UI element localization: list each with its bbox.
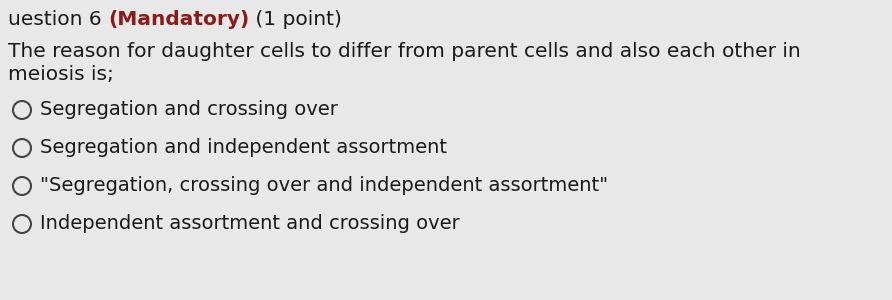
Text: Segregation and independent assortment: Segregation and independent assortment [40,138,447,157]
Text: meiosis is;: meiosis is; [8,65,114,84]
Text: (Mandatory): (Mandatory) [108,10,249,29]
Text: Segregation and crossing over: Segregation and crossing over [40,100,338,119]
Text: Independent assortment and crossing over: Independent assortment and crossing over [40,214,459,233]
Text: "Segregation, crossing over and independent assortment": "Segregation, crossing over and independ… [40,176,608,195]
Text: The reason for daughter cells to differ from parent cells and also each other in: The reason for daughter cells to differ … [8,42,801,61]
Text: (1 point): (1 point) [249,10,343,29]
Text: uestion 6: uestion 6 [8,10,108,29]
